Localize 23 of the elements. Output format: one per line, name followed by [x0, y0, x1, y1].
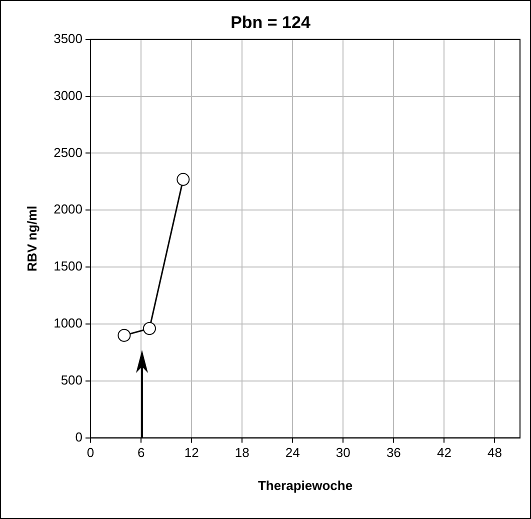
x-tick-label: 6 [137, 445, 145, 460]
x-tick-label: 18 [234, 445, 250, 460]
y-tick-label: 3000 [54, 88, 83, 103]
point [118, 328, 131, 342]
y-tick-label: 1000 [54, 316, 83, 331]
y-tick-label: 500 [60, 372, 83, 388]
y-axis-title: RBV ng/ml [24, 206, 40, 272]
x-tick-label: 30 [336, 445, 350, 460]
point [176, 172, 190, 186]
x-tick-label: 0 [86, 445, 94, 460]
point [142, 322, 156, 336]
chart-title: Pbn = 124 [230, 12, 311, 32]
x-tick-label: 36 [386, 445, 401, 460]
y-tick-label: 2000 [54, 202, 83, 217]
x-tick-label: 42 [436, 445, 452, 460]
y-tick-label: 0 [75, 429, 83, 444]
y-tick-label: 2500 [54, 144, 83, 160]
x-tick-label: 48 [488, 445, 502, 460]
y-tick-label: 1500 [54, 258, 83, 274]
x-tick-label: 24 [285, 445, 300, 460]
y-tick-label: 3500 [54, 30, 83, 46]
x-axis-title: Therapiewoche [258, 478, 353, 493]
x-tick-label: 12 [184, 445, 199, 460]
